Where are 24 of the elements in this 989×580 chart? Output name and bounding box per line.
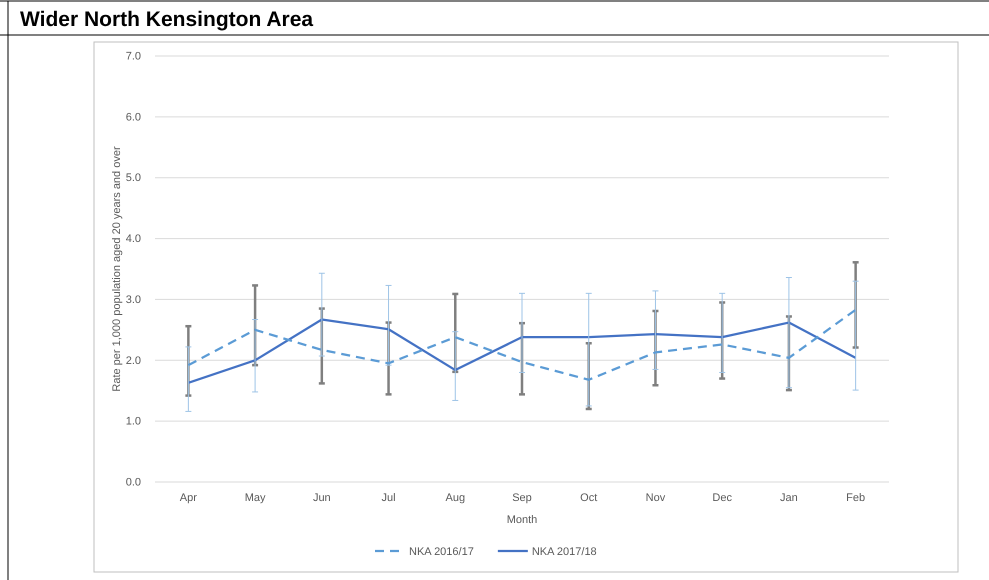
y-tick-label: 1.0: [126, 416, 141, 428]
x-tick-label: Oct: [580, 492, 598, 504]
y-tick-label: 5.0: [126, 172, 141, 184]
legend-label: NKA 2016/17: [409, 546, 474, 558]
x-tick-label: Aug: [445, 492, 466, 504]
y-tick-label: 7.0: [126, 50, 141, 63]
y-axis-title: Rate per 1,000 population aged 20 years and over: [111, 146, 123, 392]
x-tick-label: Nov: [646, 492, 666, 504]
y-tick-label: 6.0: [126, 111, 141, 124]
x-tick-label: Jun: [312, 492, 331, 504]
x-tick-label: Feb: [846, 492, 866, 504]
y-tick-label: 0.0: [126, 476, 141, 489]
y-tick-label: 2.0: [126, 354, 141, 367]
x-tick-label: Jan: [780, 492, 798, 504]
x-tick-label: Apr: [180, 492, 198, 504]
y-tick-label: 3.0: [126, 294, 141, 306]
x-tick-label: Sep: [512, 492, 532, 504]
x-tick-label: Dec: [712, 492, 732, 504]
y-tick-label: 4.0: [126, 233, 141, 246]
x-tick-label: May: [244, 492, 266, 504]
legend-label: NKA 2017/18: [532, 546, 597, 558]
x-tick-label: Jul: [382, 492, 396, 504]
x-axis-title: Month: [506, 514, 538, 526]
chart-title: Wider North Kensington Area: [20, 8, 314, 31]
